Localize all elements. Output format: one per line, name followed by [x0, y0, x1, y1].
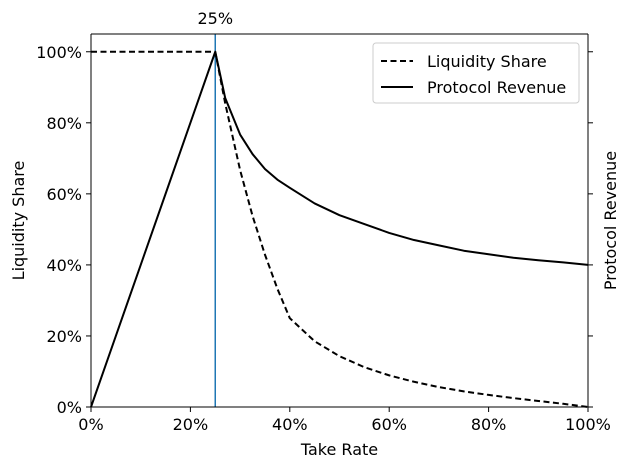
y-axis-title-right: Protocol Revenue	[601, 151, 620, 290]
y-tick-label: 80%	[46, 114, 82, 133]
series-layer	[90, 34, 589, 408]
x-tick-label: 60%	[371, 415, 407, 434]
reference-line-label: 25%	[197, 9, 233, 28]
x-tick-label: 40%	[272, 415, 308, 434]
y-tick-label: 100%	[36, 43, 82, 62]
x-tick-label: 80%	[471, 415, 507, 434]
x-tick-label: 20%	[173, 415, 209, 434]
legend-label-2: Protocol Revenue	[427, 78, 566, 97]
x-tick-label: 100%	[565, 415, 611, 434]
y-tick-label: 0%	[57, 398, 82, 417]
y-tick-label: 60%	[46, 185, 82, 204]
x-tick-label: 0%	[78, 415, 103, 434]
legend-label-1: Liquidity Share	[427, 52, 547, 71]
y-tick-label: 20%	[46, 327, 82, 346]
legend-box	[372, 42, 580, 104]
series-line-1	[91, 50, 589, 408]
y-tick-label: 40%	[46, 256, 82, 275]
series-line-2	[90, 50, 589, 408]
axes-layer: 0% 20% 40% 60% 80% 100% 0% 20% 40% 60% 80% 100%	[36, 33, 611, 434]
y-axis-title: Liquidity Share	[9, 161, 28, 281]
chart-legend: Liquidity Share Protocol Revenue	[372, 42, 580, 104]
x-axis-title: Take Rate	[300, 440, 378, 459]
